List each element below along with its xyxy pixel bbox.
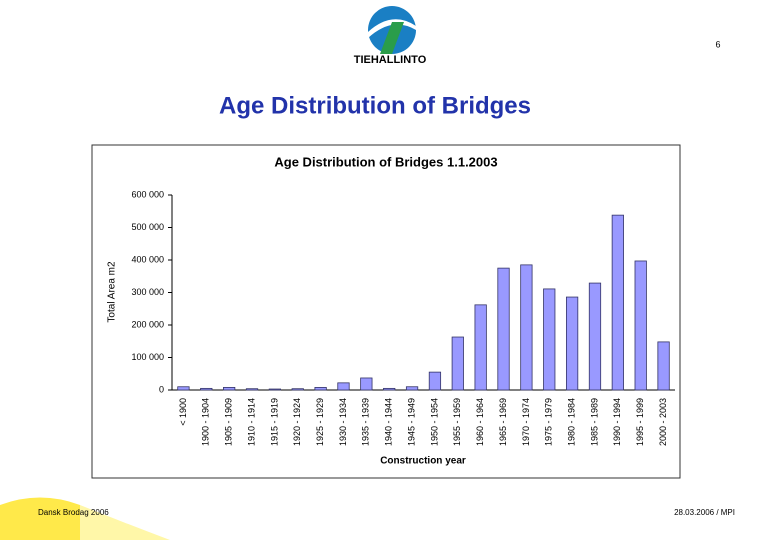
y-tick-label: 0 [159,384,164,394]
bar [223,386,236,391]
page-number: 6 [715,39,720,49]
bar [291,388,304,391]
logo: TIEHALLINTO [354,6,427,66]
chart-title: Age Distribution of Bridges 1.1.2003 [274,154,497,169]
footer-decoration [0,497,80,540]
bar [543,288,556,391]
x-tick-label: 1925 - 1929 [315,398,325,446]
bar [611,214,624,391]
footer-right: 28.03.2006 / MPI [674,508,735,517]
bar [474,304,487,391]
bar [360,377,373,391]
x-tick-label: 1955 - 1959 [452,398,462,446]
y-tick-label: 600 000 [131,189,164,199]
bar [657,341,670,391]
x-tick-label: 1900 - 1904 [201,398,211,446]
x-tick-label: 1975 - 1979 [544,398,554,446]
x-tick-label: 1915 - 1919 [269,398,279,446]
bar [337,382,350,391]
x-tick-label: 1960 - 1964 [475,398,485,446]
bar [245,388,259,391]
x-tick-label: < 1900 [178,398,188,426]
y-axis-label: Total Area m2 [107,261,118,323]
x-tick-label: 1930 - 1934 [338,398,348,446]
bar [565,296,579,391]
bar [383,387,396,391]
logo-stripe [368,19,416,38]
bar [200,387,213,391]
chart-frame [91,144,681,479]
bar [588,282,602,391]
x-tick-label: 1950 - 1954 [429,398,439,446]
x-tick-label: 1920 - 1924 [292,398,302,446]
x-tick-label: 1905 - 1909 [224,398,234,446]
x-tick-label: 2000 - 2003 [658,398,668,446]
footer-decoration [80,505,170,540]
x-axis-label: Construction year [380,456,466,467]
x-tick-label: 1965 - 1969 [498,398,508,446]
bar [268,388,282,391]
x-tick-label: 1945 - 1949 [406,398,416,446]
x-tick-label: 1985 - 1989 [589,398,599,446]
y-tick-label: 200 000 [131,319,164,329]
x-tick-label: 1995 - 1999 [635,398,645,446]
bar [177,386,190,391]
bar [314,386,327,391]
bar [451,336,464,391]
bar [405,386,419,391]
y-tick-label: 400 000 [131,254,164,264]
footer-left: Dansk Brodag 2006 [38,508,109,517]
x-tick-label: 1990 - 1994 [612,398,622,446]
bar [428,371,442,391]
x-tick-label: 1980 - 1984 [566,398,576,446]
x-tick-label: 1910 - 1914 [246,398,256,446]
bar [520,264,533,391]
bar [634,260,647,391]
logo-mark [380,22,404,54]
x-tick-label: 1940 - 1944 [384,398,394,446]
logo-text: TIEHALLINTO [354,54,427,66]
x-tick-label: 1935 - 1939 [361,398,371,446]
y-tick-label: 500 000 [131,222,164,232]
bar [497,267,510,391]
x-tick-label: 1970 - 1974 [521,398,531,446]
y-tick-label: 100 000 [131,352,164,362]
slide-title: Age Distribution of Bridges [219,92,531,119]
y-tick-label: 300 000 [131,287,164,297]
